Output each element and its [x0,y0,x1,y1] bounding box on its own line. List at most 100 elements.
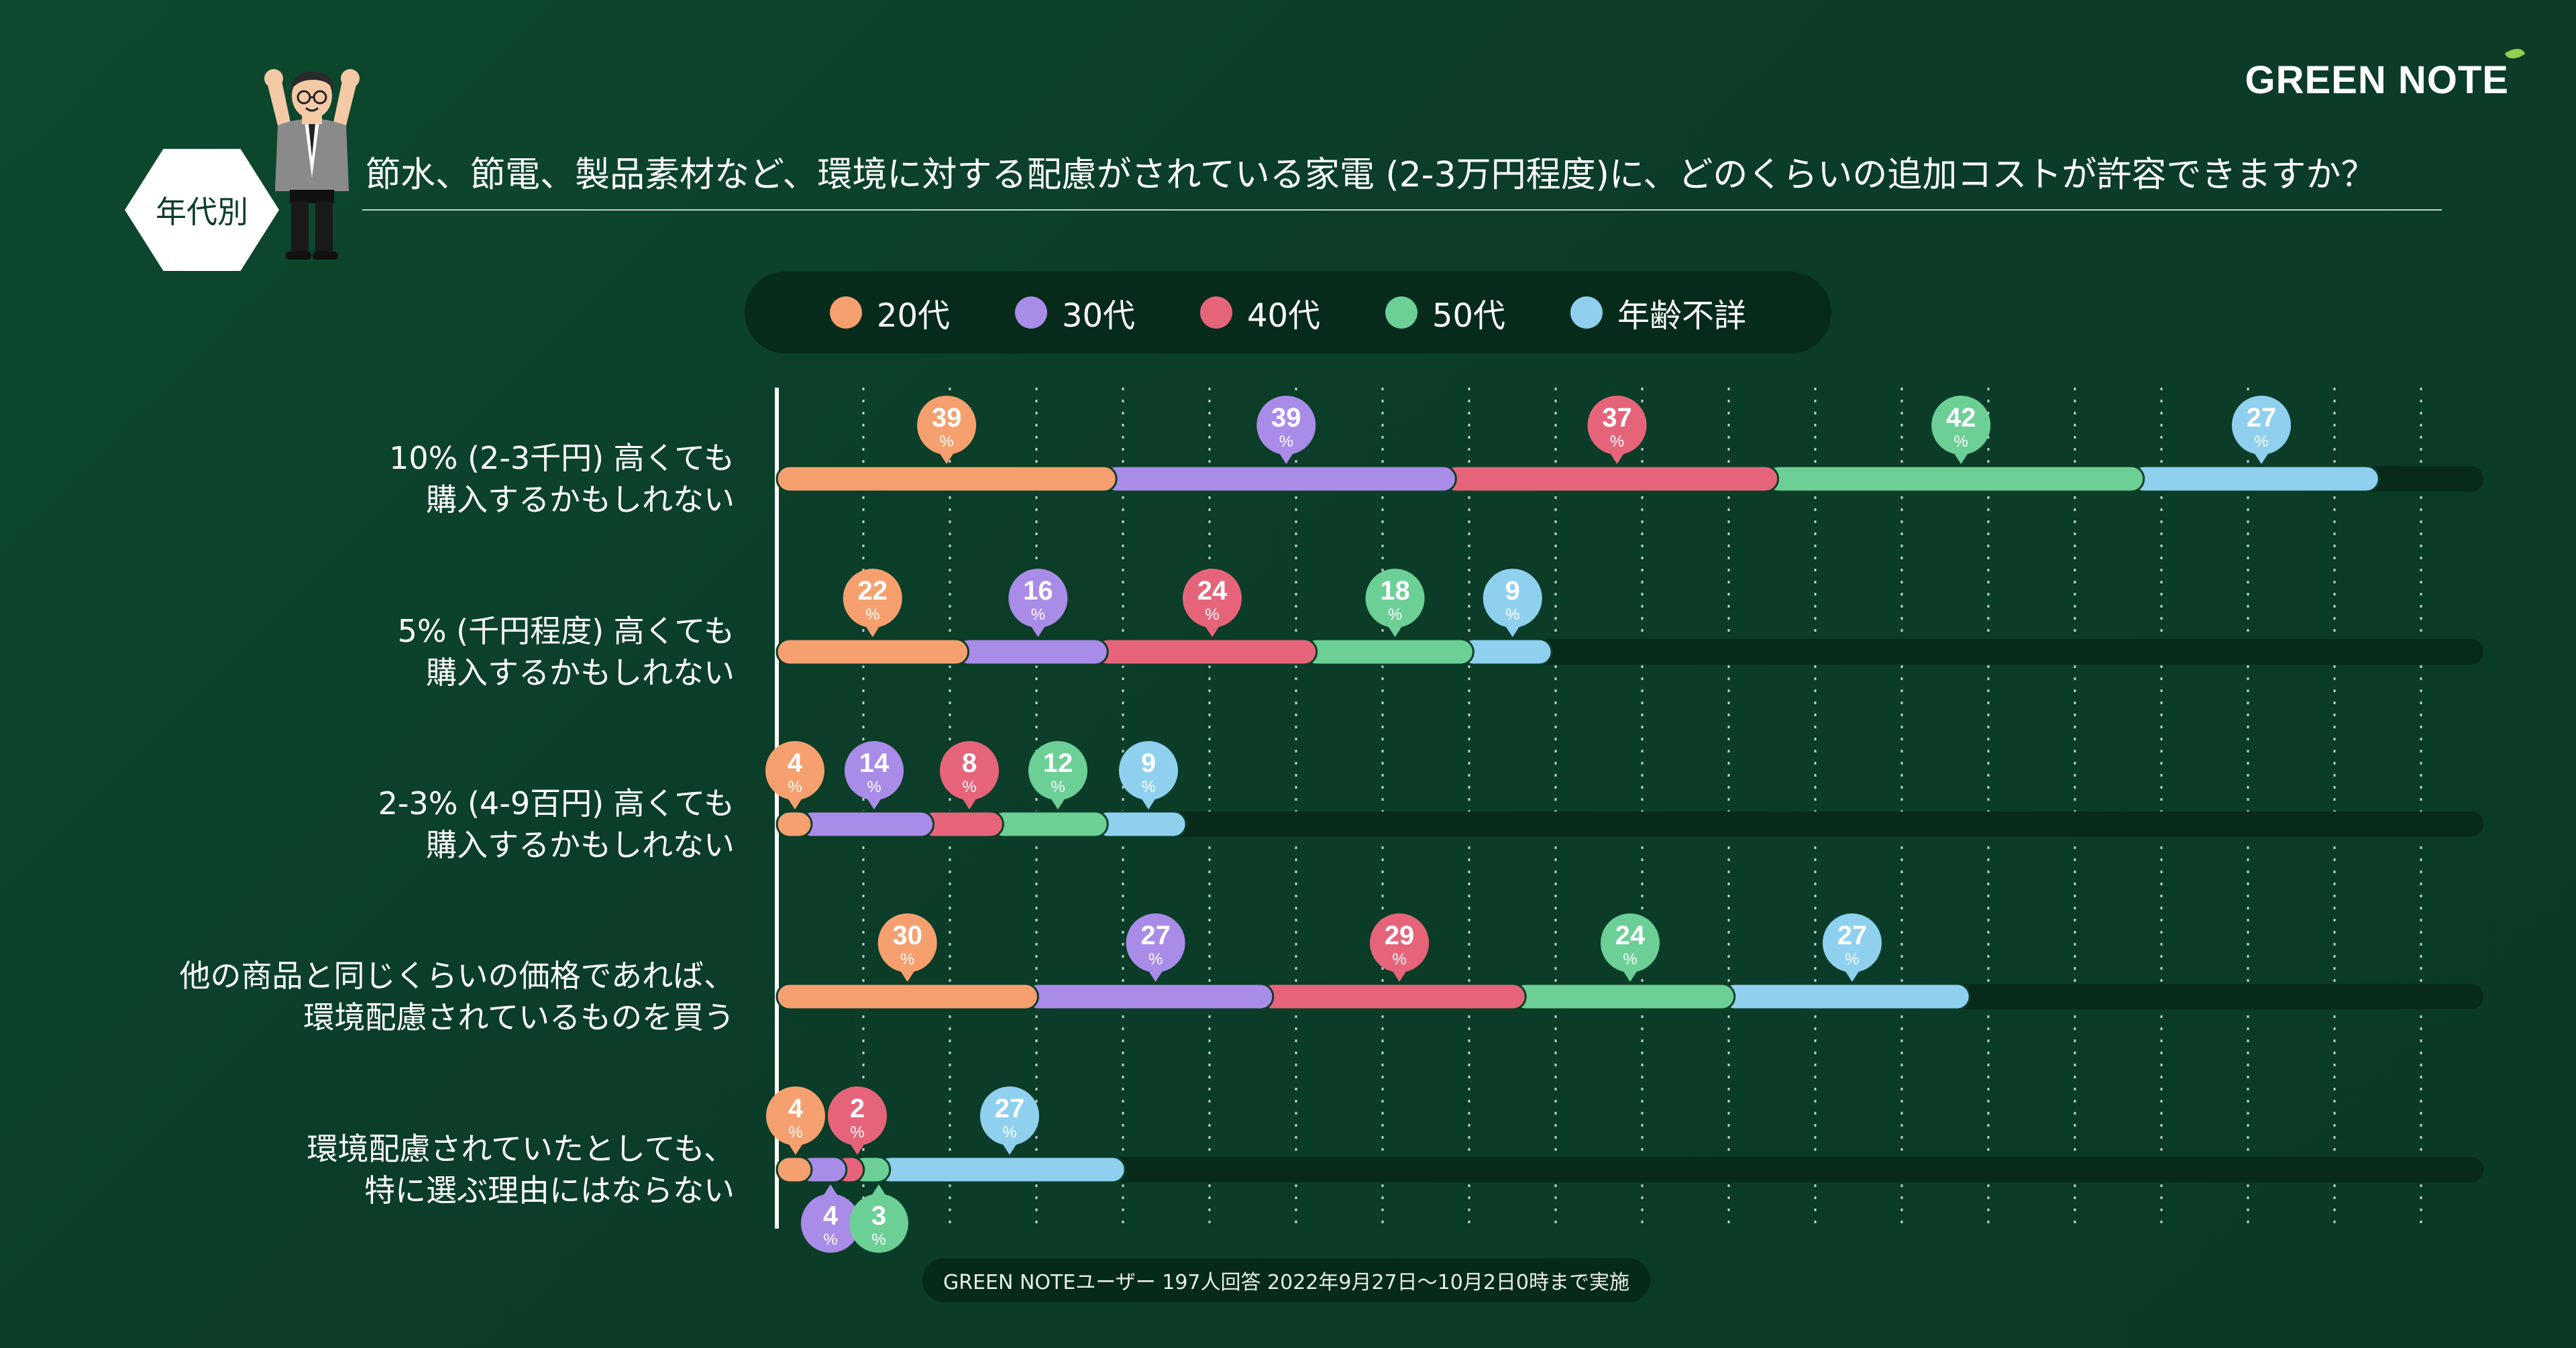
data-value: 27 [1140,921,1171,950]
data-unit: % [1205,606,1219,624]
data-label: 14% [845,741,904,809]
bar-segment [1721,982,1971,1011]
survey-footnote: GREEN NOTEユーザー 197人回答 2022年9月27日〜10月2日0時… [922,1258,1650,1302]
data-value: 39 [1271,403,1301,433]
label-bubble [1182,569,1242,628]
data-value: 37 [1602,403,1632,433]
data-label: 27% [1822,913,1882,982]
data-value: 3 [871,1201,886,1231]
data-unit: % [1505,606,1519,624]
legend-swatch [829,296,862,329]
data-value: 27 [2247,403,2277,433]
label-bubble [1008,569,1068,628]
data-label: 4% [801,1184,860,1253]
label-bubble [801,1194,860,1253]
data-unit: % [1002,1123,1016,1141]
label-bubble [1365,569,1425,628]
label-bubble [1126,913,1185,972]
data-unit: % [1031,606,1045,624]
bar-segment [989,810,1109,838]
legend-swatch [1385,296,1417,329]
data-unit: % [867,778,881,796]
bar-segment [798,810,935,838]
data-unit: % [1954,433,1968,451]
category-label: 2-3% (4-9百円) 高くても 購入するかもしれない [378,785,735,863]
data-value: 4 [788,1094,804,1123]
data-value: 9 [1505,576,1520,606]
label-bubble [849,1194,908,1253]
bar-segment [775,982,1039,1011]
data-label: 9% [1119,741,1178,809]
label-bubble [766,1086,825,1145]
legend-item: 20代 [829,289,950,336]
data-unit: % [1610,433,1624,451]
bar-segment [775,638,970,666]
data-label: 3% [849,1184,908,1253]
legend: 20代 30代 40代 50代 年齢不詳 [745,272,1831,353]
label-bubble [917,396,977,455]
data-value: 16 [1023,576,1053,606]
label-bubble [877,913,937,972]
legend-item: 年齢不詳 [1570,289,1746,336]
data-label: 2% [828,1086,887,1155]
data-label: 22% [843,569,902,637]
label-bubble [980,1086,1039,1145]
data-label: 18% [1365,569,1425,637]
data-value: 4 [788,748,803,778]
legend-swatch [1570,296,1603,329]
label-bubble [2232,396,2292,455]
bar-segment [1764,465,2145,493]
bar-segment [1093,638,1318,666]
data-unit: % [1141,778,1155,796]
bar-segment [1024,982,1275,1011]
data-value: 8 [962,748,977,778]
data-label: 12% [1028,741,1087,809]
label-bubble [1483,569,1542,628]
data-value: 29 [1385,921,1415,950]
label-bubble [1931,396,1991,455]
data-label: 24% [1182,569,1242,637]
data-unit: % [1845,950,1859,968]
bar-segment [1511,982,1736,1011]
data-label: 4% [765,741,824,809]
data-label: 27% [2232,396,2292,464]
bar-segment [1102,465,1457,493]
data-unit: % [939,433,953,451]
bar-track [777,1157,2483,1182]
data-value: 30 [892,921,922,950]
data-unit: % [823,1231,837,1249]
data-unit: % [850,1123,864,1141]
data-value: 22 [858,576,888,606]
bar-segment [1442,465,1780,493]
data-value: 42 [1946,403,1976,433]
data-unit: % [865,606,879,624]
data-value: 12 [1043,748,1073,778]
legend-item: 40代 [1199,289,1321,336]
label-bubble [1256,396,1316,455]
data-label: 29% [1370,913,1430,982]
label-bubble [1587,396,1647,455]
data-label: 42% [1931,396,1991,464]
data-label: 37% [1587,396,1647,464]
data-unit: % [1392,950,1406,968]
bar-segment [955,638,1109,666]
data-value: 39 [932,403,962,433]
bar-segment [876,1156,1126,1184]
data-unit: % [962,778,976,796]
label-bubble [828,1086,887,1145]
legend-label: 40代 [1246,297,1321,335]
data-unit: % [1148,950,1163,968]
data-label: 30% [877,913,937,982]
data-value: 2 [850,1094,865,1123]
bar-track [777,811,2483,837]
data-unit: % [2254,433,2268,451]
data-label: 27% [980,1086,1039,1155]
legend-label: 30代 [1061,297,1136,335]
data-unit: % [1623,950,1637,968]
label-bubble [1119,741,1178,800]
data-unit: % [788,1123,802,1141]
data-unit: % [788,778,802,796]
data-value: 24 [1197,576,1228,606]
legend-label: 50代 [1432,297,1506,335]
